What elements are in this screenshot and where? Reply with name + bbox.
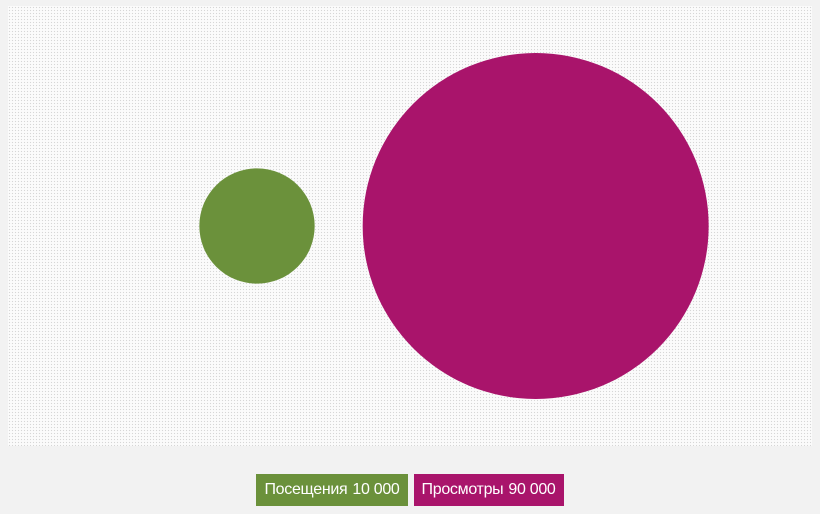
legend-label-views: Просмотры [421, 481, 504, 498]
plot-area [8, 6, 812, 446]
legend-label-visits: Посещения [264, 481, 348, 498]
bubble-chart [199, 53, 709, 399]
legend-value-visits: 10 000 [352, 481, 400, 498]
legend-value-views: 90 000 [508, 481, 556, 498]
bubble-views[interactable] [362, 53, 709, 399]
legend: Посещения 10 000 Просмотры 90 000 [0, 474, 820, 506]
legend-item-visits[interactable]: Посещения 10 000 [256, 474, 408, 506]
legend-item-views[interactable]: Просмотры 90 000 [413, 474, 564, 506]
bubble-visits[interactable] [199, 168, 315, 284]
